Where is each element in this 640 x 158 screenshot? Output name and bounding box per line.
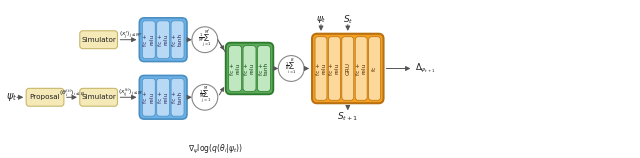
Text: Simulator: Simulator bbox=[81, 37, 116, 43]
FancyBboxPatch shape bbox=[171, 21, 184, 59]
Text: Proposal: Proposal bbox=[29, 94, 60, 100]
Text: $\frac{1}{M^r}\!\sum_{j=1}^{M^r}$: $\frac{1}{M^r}\!\sum_{j=1}^{M^r}$ bbox=[198, 28, 212, 49]
Circle shape bbox=[192, 27, 218, 53]
Text: fc +
relu: fc + relu bbox=[230, 62, 241, 75]
Text: $(x_j^r)_{j\leq M^r}$: $(x_j^r)_{j\leq M^r}$ bbox=[118, 29, 142, 41]
FancyBboxPatch shape bbox=[328, 37, 340, 100]
Text: $\Delta_{\psi_{t+1}}$: $\Delta_{\psi_{t+1}}$ bbox=[415, 62, 436, 75]
FancyBboxPatch shape bbox=[80, 31, 118, 49]
FancyBboxPatch shape bbox=[142, 21, 156, 59]
Text: Simulator: Simulator bbox=[81, 94, 116, 100]
Text: $\psi_t$: $\psi_t$ bbox=[316, 14, 326, 25]
Text: $(x_{ij}^{(t)})_{j\leq M}$: $(x_{ij}^{(t)})_{j\leq M}$ bbox=[118, 86, 143, 99]
FancyBboxPatch shape bbox=[257, 46, 270, 91]
Text: $\nabla_\psi \log(q(\theta_i|\psi_t))$: $\nabla_\psi \log(q(\theta_i|\psi_t))$ bbox=[188, 143, 243, 156]
FancyBboxPatch shape bbox=[369, 37, 381, 100]
FancyBboxPatch shape bbox=[171, 78, 184, 116]
Text: fc +
tanh: fc + tanh bbox=[259, 62, 269, 75]
Text: $\psi_t$: $\psi_t$ bbox=[6, 91, 18, 103]
Text: $(\theta_i^{(t)})_{i\leq B}$: $(\theta_i^{(t)})_{i\leq B}$ bbox=[59, 88, 84, 99]
Text: fc +
relu: fc + relu bbox=[316, 62, 326, 75]
FancyBboxPatch shape bbox=[355, 37, 367, 100]
Circle shape bbox=[192, 84, 218, 110]
FancyBboxPatch shape bbox=[80, 88, 118, 106]
FancyBboxPatch shape bbox=[312, 34, 383, 103]
Circle shape bbox=[278, 56, 304, 81]
FancyBboxPatch shape bbox=[226, 43, 273, 94]
Text: fc +
relu: fc + relu bbox=[143, 34, 154, 46]
Text: $S_{t+1}$: $S_{t+1}$ bbox=[337, 111, 358, 123]
FancyBboxPatch shape bbox=[342, 37, 354, 100]
FancyBboxPatch shape bbox=[243, 46, 256, 91]
Text: $S_t$: $S_t$ bbox=[342, 14, 353, 26]
Text: fc +
relu: fc + relu bbox=[329, 62, 340, 75]
Text: GRU: GRU bbox=[346, 62, 350, 75]
Text: fc +
relu: fc + relu bbox=[143, 91, 154, 103]
Text: fc +
relu: fc + relu bbox=[157, 91, 168, 103]
Text: fc +
tanh: fc + tanh bbox=[172, 91, 183, 104]
FancyBboxPatch shape bbox=[315, 37, 327, 100]
FancyBboxPatch shape bbox=[157, 21, 170, 59]
Text: fc: fc bbox=[372, 66, 377, 71]
FancyBboxPatch shape bbox=[142, 78, 156, 116]
Text: $\frac{1}{B}\!\sum_{i=1}^{B}$: $\frac{1}{B}\!\sum_{i=1}^{B}$ bbox=[285, 58, 297, 76]
FancyBboxPatch shape bbox=[228, 46, 241, 91]
Text: fc +
relu: fc + relu bbox=[244, 62, 255, 75]
FancyBboxPatch shape bbox=[140, 18, 187, 62]
Text: $\frac{1}{M}\!\sum_{j=1}^{M}$: $\frac{1}{M}\!\sum_{j=1}^{M}$ bbox=[198, 86, 211, 106]
FancyBboxPatch shape bbox=[157, 78, 170, 116]
Text: fc +
relu: fc + relu bbox=[157, 34, 168, 46]
FancyBboxPatch shape bbox=[140, 75, 187, 119]
Text: fc +
relu: fc + relu bbox=[356, 62, 367, 75]
Text: fc +
tanh: fc + tanh bbox=[172, 33, 183, 46]
FancyBboxPatch shape bbox=[26, 88, 64, 106]
